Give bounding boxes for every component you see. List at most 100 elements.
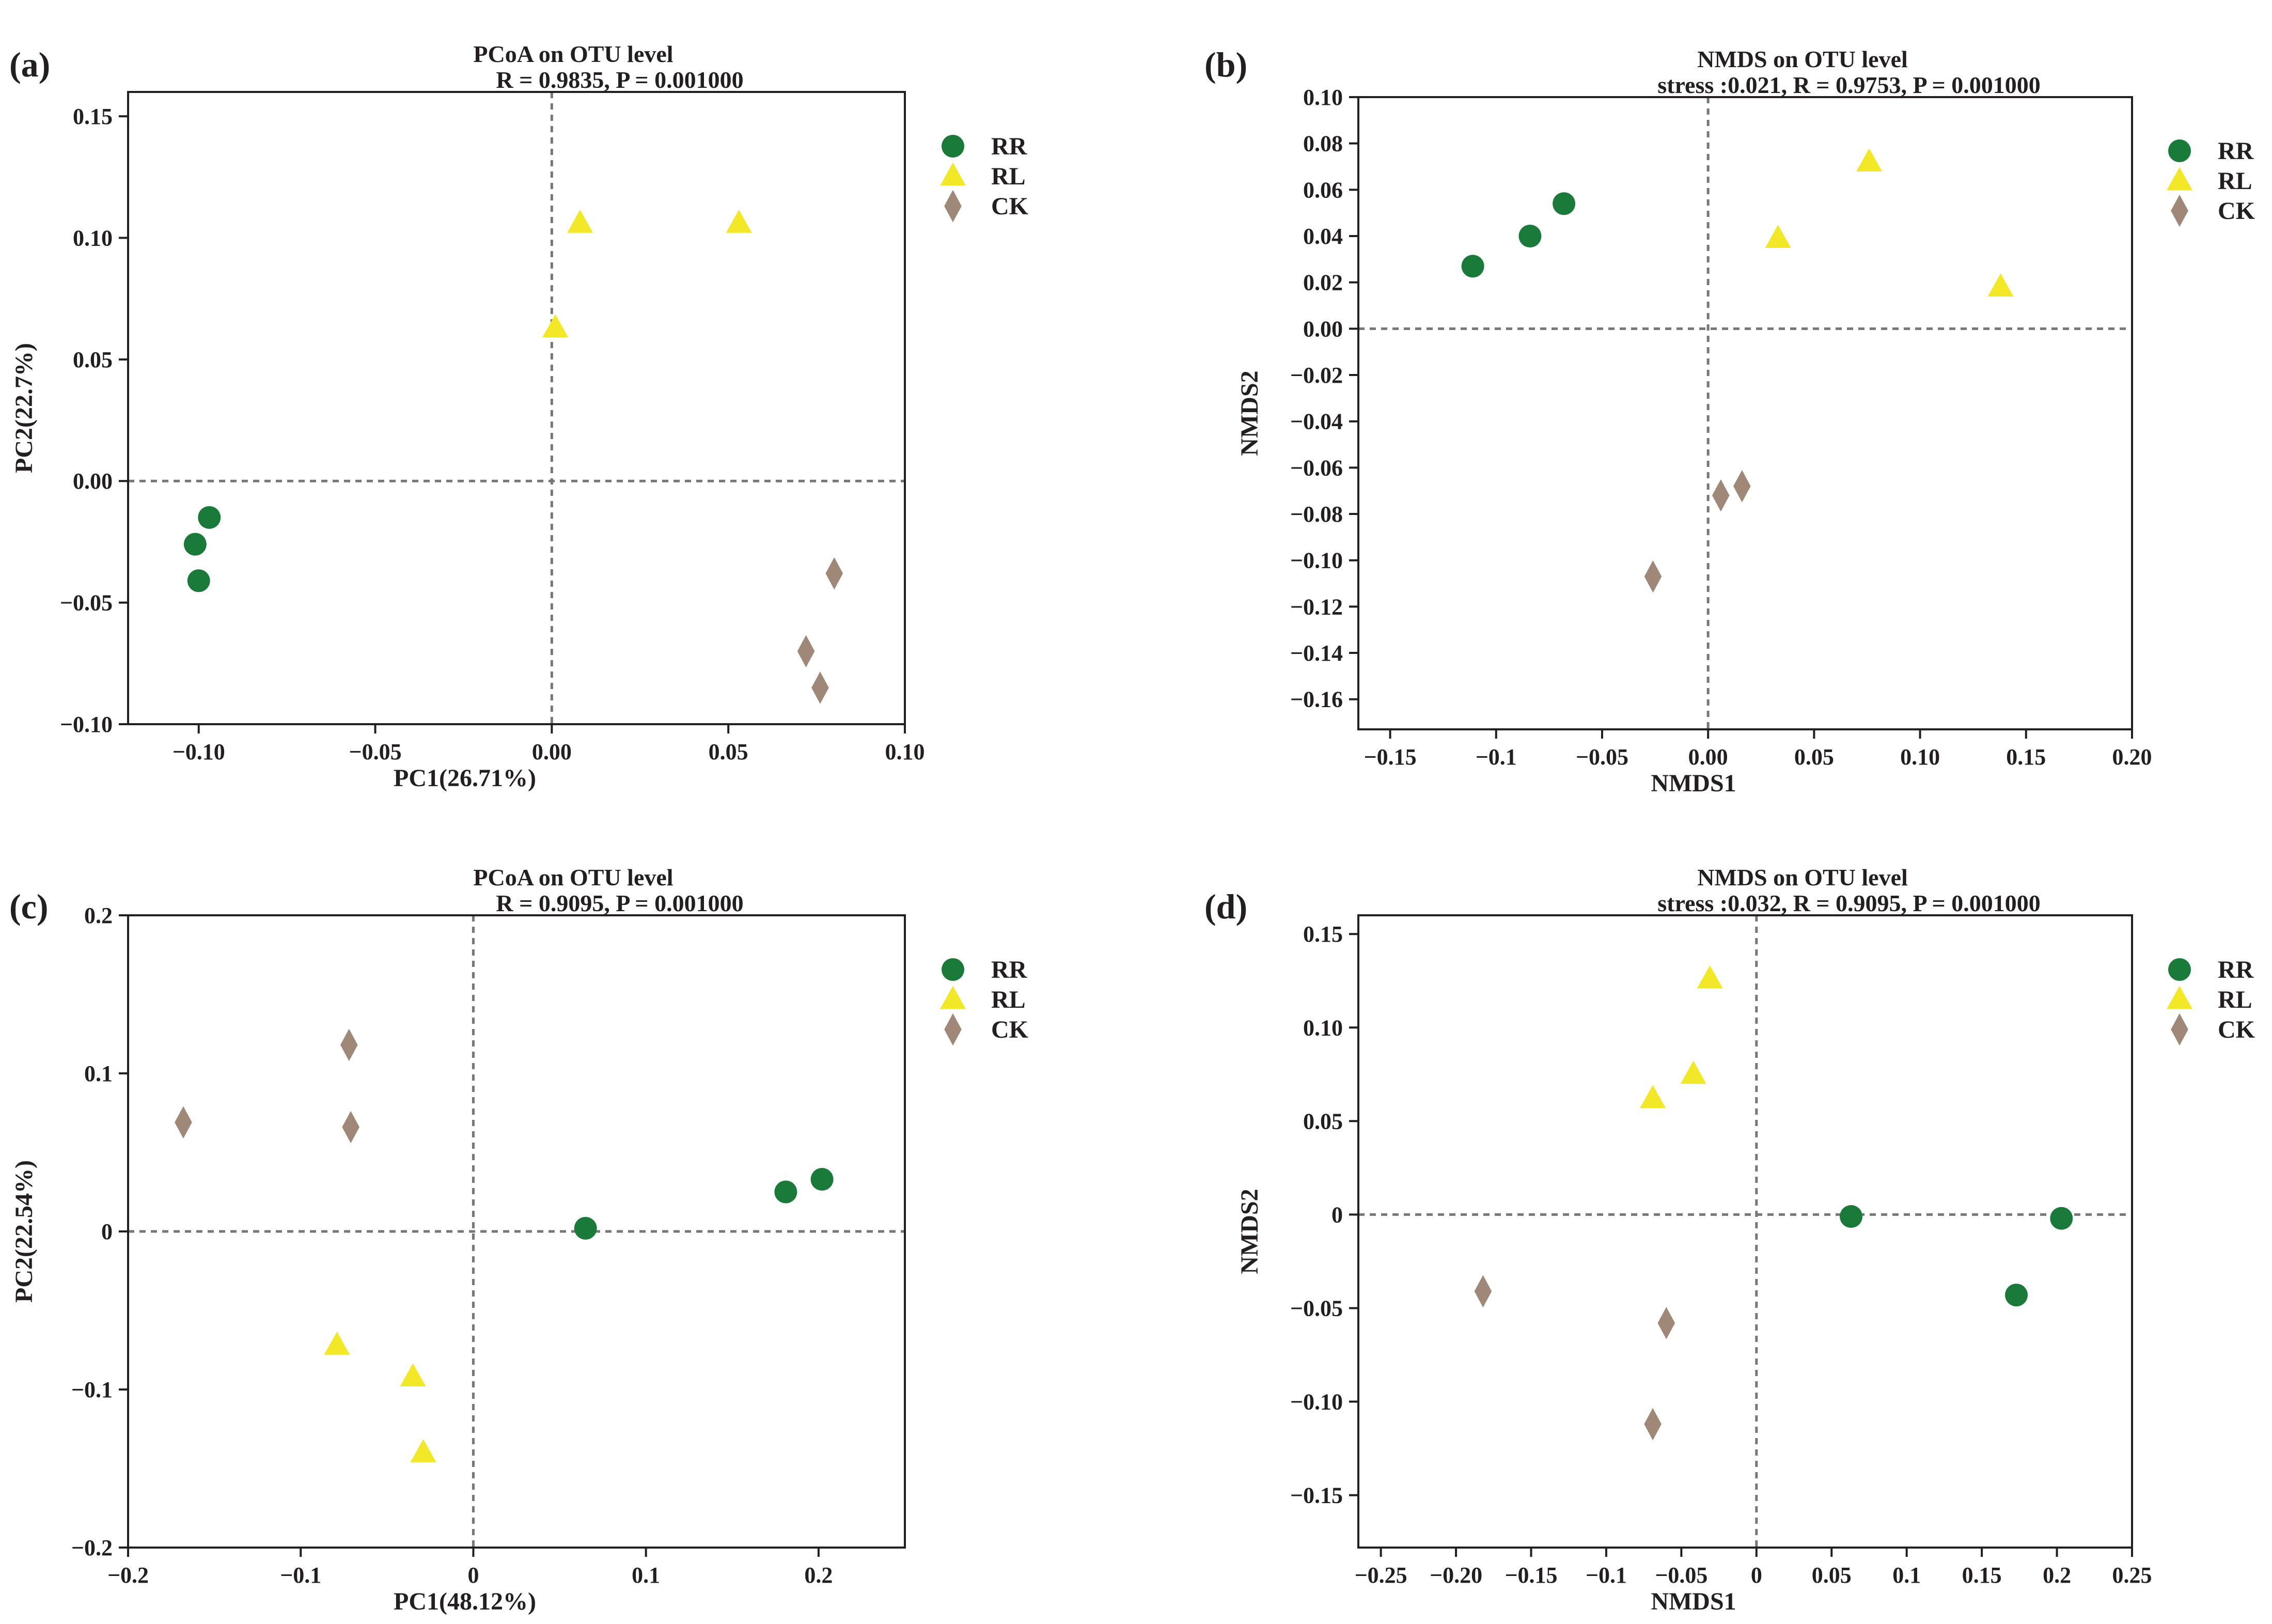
x-tick-label: −0.1: [1476, 744, 1517, 770]
y-tick-label: 0: [101, 1219, 113, 1244]
legend-marker-ck: [2171, 194, 2188, 227]
point-rr: [1518, 225, 1542, 248]
y-tick-label: −0.08: [1290, 502, 1343, 527]
y-tick-label: −0.06: [1290, 455, 1343, 480]
x-tick-label: 0.10: [1900, 744, 1940, 770]
chart-subtitle: stress :0.021, R = 0.9753, P = 0.001000: [1657, 72, 2041, 98]
x-tick-label: 0.20: [2112, 744, 2152, 770]
point-rr: [1553, 192, 1576, 215]
point-rr: [183, 533, 207, 556]
point-rl: [1640, 1085, 1666, 1108]
chart-title: PCoA on OTU level: [473, 864, 673, 891]
point-rl: [1680, 1060, 1706, 1084]
x-tick-label: 0.2: [2043, 1563, 2071, 1588]
x-tick-label: −0.2: [107, 1563, 149, 1588]
panel-label: (d): [1204, 887, 1247, 926]
y-tick-label: 0.10: [1303, 85, 1343, 110]
point-ck: [342, 1111, 359, 1144]
point-ck: [1644, 1408, 1662, 1441]
point-rr: [198, 506, 221, 529]
point-rr: [187, 569, 210, 592]
point-ck: [1474, 1275, 1492, 1308]
x-tick-label: 0.00: [1688, 744, 1728, 770]
y-tick-label: 0.2: [84, 903, 113, 928]
x-tick-label: 0.15: [1962, 1563, 2002, 1588]
point-rl: [1697, 965, 1723, 989]
x-tick-label: −0.1: [280, 1563, 321, 1588]
y-tick-label: −0.10: [1290, 1389, 1343, 1415]
y-tick-label: 0.05: [1303, 1108, 1343, 1134]
x-tick-label: 0.25: [2112, 1563, 2152, 1588]
plot-frame: [127, 91, 906, 725]
x-tick-label: 0.05: [1812, 1563, 1852, 1588]
x-axis-label: PC1(26.71%): [394, 764, 536, 792]
y-tick-label: 0.06: [1303, 177, 1343, 202]
point-rl: [726, 209, 752, 233]
y-axis-label: NMDS2: [1236, 1189, 1263, 1274]
y-tick-label: −0.05: [60, 590, 113, 616]
y-tick-label: 0.00: [73, 469, 113, 494]
point-rl: [567, 209, 593, 233]
legend-marker-rr: [2168, 139, 2191, 162]
y-axis-label: NMDS2: [1236, 370, 1263, 456]
y-tick-label: 0.08: [1303, 131, 1343, 157]
point-rr: [2050, 1207, 2073, 1230]
chart-title: NMDS on OTU level: [1697, 46, 1908, 72]
legend-label-rr: RR: [2218, 137, 2254, 165]
legend-label-ck: CK: [2218, 1016, 2255, 1043]
x-tick-label: −0.10: [173, 739, 225, 764]
legend-label-rl: RL: [991, 163, 1026, 190]
y-tick-label: −0.1: [71, 1377, 113, 1402]
y-tick-label: 0.04: [1303, 224, 1343, 249]
y-tick-label: −0.16: [1290, 687, 1343, 712]
point-rl: [410, 1439, 436, 1462]
y-tick-label: −0.12: [1290, 594, 1343, 619]
legend-marker-ck: [2171, 1013, 2188, 1046]
y-tick-label: 0.10: [73, 225, 113, 251]
y-axis-label: PC2(22.7%): [10, 343, 38, 473]
panel-label: (c): [9, 887, 48, 926]
x-tick-label: 0.1: [632, 1563, 660, 1588]
point-ck: [340, 1028, 358, 1061]
x-tick-label: 0.2: [804, 1563, 833, 1588]
x-tick-label: −0.15: [1505, 1563, 1557, 1588]
y-tick-label: 0.1: [84, 1061, 113, 1086]
legend-label-ck: CK: [991, 193, 1028, 220]
x-tick-label: −0.15: [1364, 744, 1417, 770]
y-tick-label: 0.02: [1303, 270, 1343, 295]
y-tick-label: 0.00: [1303, 316, 1343, 341]
legend-label-ck: CK: [991, 1016, 1028, 1043]
y-tick-label: −0.2: [71, 1535, 113, 1560]
x-tick-label: 0.05: [1794, 744, 1834, 770]
x-tick-label: 0.15: [2006, 744, 2046, 770]
x-tick-label: −0.25: [1355, 1563, 1407, 1588]
legend-marker-ck: [944, 190, 962, 223]
chart-title: PCoA on OTU level: [473, 41, 673, 67]
x-tick-label: 0.00: [532, 739, 572, 764]
plot-frame: [1357, 96, 2133, 730]
legend-marker-rl: [2167, 986, 2192, 1009]
y-tick-label: −0.02: [1290, 363, 1343, 388]
point-ck: [811, 672, 829, 704]
point-rr: [2005, 1284, 2028, 1307]
legend-label-rl: RL: [991, 986, 1026, 1013]
y-tick-label: 0.05: [73, 347, 113, 372]
x-axis-label: PC1(48.12%): [394, 1588, 536, 1615]
point-ck: [1644, 560, 1662, 593]
point-rl: [542, 314, 569, 338]
y-tick-label: −0.15: [1290, 1483, 1343, 1508]
y-axis-label: PC2(22.54%): [10, 1160, 38, 1303]
point-rr: [810, 1168, 834, 1191]
legend-label-rl: RL: [2218, 986, 2252, 1013]
chart-subtitle: stress :0.032, R = 0.9095, P = 0.001000: [1657, 890, 2041, 916]
x-tick-label: −0.1: [1586, 1563, 1627, 1588]
plot-frame: [1357, 914, 2133, 1549]
x-tick-label: 0.05: [709, 739, 748, 764]
point-ck: [175, 1106, 192, 1139]
x-tick-label: 0: [467, 1563, 479, 1588]
